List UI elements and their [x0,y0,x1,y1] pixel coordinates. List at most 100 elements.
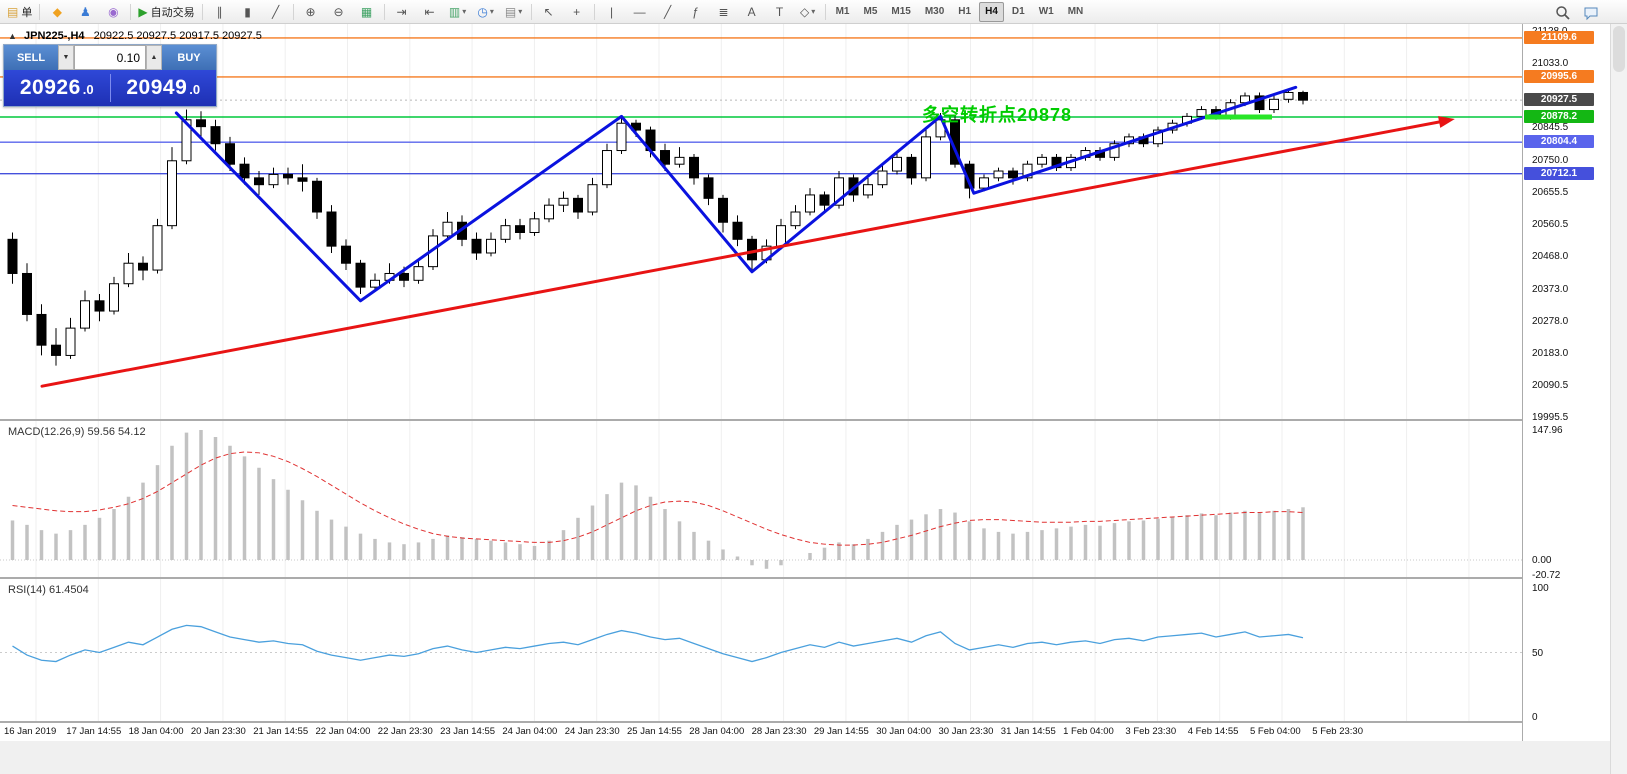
toolbar-separator [39,3,41,20]
chat-button[interactable] [1578,2,1604,24]
shapes-button[interactable]: ◇ ▾ [795,1,821,23]
toolbar-separator [824,3,826,20]
time-label: 5 Feb 04:00 [1250,726,1301,737]
timeframe-button-d1[interactable]: D1 [1011,6,1025,17]
buy-button[interactable]: BUY [162,45,216,70]
autotrade-button[interactable]: ▶ 自动交易 [135,1,197,23]
zoom-out-button[interactable]: ⊖ [326,1,352,23]
price-chart-canvas[interactable] [0,24,1522,419]
scrollbar-thumb[interactable] [1613,26,1625,72]
community-icon: ♟ [79,4,91,19]
crosshair-icon: + [573,4,581,19]
timeframe-button-mn[interactable]: MN [1067,6,1084,17]
chart-annotation-text[interactable]: 多空转折点20878 [922,105,1073,125]
price-axis[interactable]: 21128.021033.020845.520750.020655.520560… [1522,24,1610,741]
timeframe-button-h4[interactable]: H4 [979,1,1004,22]
autotrade-button-label: 自动交易 [150,6,195,19]
buy-price-main: 20949 [126,76,188,99]
toolbar-right [1549,2,1605,24]
period-button[interactable]: ◷ ▾ [473,1,499,23]
price-tag: 20995.6 [1524,69,1594,83]
candlestick-chart-button[interactable]: ▮ [235,1,261,23]
time-label: 4 Feb 14:55 [1187,726,1239,737]
new-order-icon: ▤ [7,4,19,19]
volume-decrease-button[interactable]: ▼ [58,45,74,70]
price-tag: 20712.1 [1524,166,1594,180]
help-center-button[interactable]: ◉ [100,1,126,23]
bar-chart-icon: ∥ [216,4,223,19]
search-button[interactable] [1550,2,1576,24]
trendline-button[interactable]: ╱ [655,1,681,23]
new-order-button[interactable]: ▤ 单 [4,1,35,23]
timeframe-button-h1[interactable]: H1 [958,6,972,17]
line-chart-button[interactable]: ╱ [263,1,289,23]
market-watch-button[interactable]: ◆ [44,1,70,23]
window-bottom [0,741,1610,774]
tile-windows-button[interactable]: ▦ [354,1,380,23]
price-tick: 21033.0 [1532,58,1569,70]
chart-shift-icon: ⇤ [424,4,435,19]
zoom-in-icon: ⊕ [305,4,316,19]
buy-price[interactable]: 20949 .0 [111,76,217,100]
chart-header: ▲ JPN225-,H4 20922.5 20927.5 20917.5 209… [8,30,262,42]
volume-input[interactable] [74,45,146,70]
auto-scroll-button[interactable]: ⇥ [389,1,415,23]
price-tag: 20927.5 [1524,93,1594,107]
macd-axis-label: 0.00 [1532,555,1552,566]
zoom-out-icon: ⊖ [333,4,344,19]
toolbar-separator [383,3,385,20]
indicators-button[interactable]: ▤ ▾ [501,1,527,23]
sell-button[interactable]: SELL [4,45,58,70]
timeframe-button-m5[interactable]: M5 [863,6,878,17]
volume-increase-button[interactable]: ▲ [146,45,162,70]
toolbar-separator [201,3,203,20]
new-order-button-label: 单 [21,6,33,19]
new-chart-button[interactable]: ▥ ▾ [445,1,471,23]
macd-axis-label: 147.96 [1532,425,1563,436]
time-axis[interactable]: 16 Jan 2019 17 Jan 14:55 18 Jan 04:00 20 Ja… [0,723,1610,741]
timeframe-button-m1[interactable]: M1 [835,6,850,17]
macd-axis-label: -20.72 [1532,570,1561,581]
search-icon [1556,6,1570,20]
chart-shift-button[interactable]: ⇤ [417,1,443,23]
label-icon: T [775,4,784,19]
macd-panel-canvas[interactable] [0,421,1522,577]
timeframe-button-m15[interactable]: M15 [891,6,911,17]
one-click-panel-toggle[interactable]: ▲ [8,31,17,41]
price-tick: 20845.5 [1532,122,1569,134]
timeframe-button-m30[interactable]: M30 [924,6,945,17]
price-tick: 20090.5 [1532,379,1569,391]
label-button[interactable]: T [767,1,793,23]
shapes-icon: ◇ [799,4,810,19]
time-label: 16 Jan 2019 [4,726,57,737]
timeframe-button-w1[interactable]: W1 [1038,6,1054,17]
horizontal-line-button[interactable]: — [627,1,653,23]
crosshair-button[interactable]: + [564,1,590,23]
fibonacci-button[interactable]: ƒ [683,1,709,23]
rsi-axis-label: 50 [1532,647,1544,659]
price-tick: 20183.0 [1532,348,1569,360]
panel-separator[interactable] [0,419,1610,421]
text-button[interactable]: A [739,1,765,23]
chevron-down-icon: ▾ [518,7,523,16]
zoom-in-button[interactable]: ⊕ [298,1,324,23]
price-tag: 20878.2 [1524,110,1594,123]
bar-chart-button[interactable]: ∥ [207,1,233,23]
sell-price[interactable]: 20926 .0 [4,76,110,100]
grid-button[interactable]: ≣ [711,1,737,23]
rsi-panel-canvas[interactable] [0,579,1522,721]
cursor-button[interactable]: ↖ [536,1,562,23]
time-label: 28 Jan 23:30 [751,726,807,737]
time-label: 1 Feb 04:00 [1063,726,1114,737]
one-click-trading-panel: SELL ▼ ▲ BUY 20926 .0 20949 .0 [3,44,217,107]
community-button[interactable]: ♟ [72,1,98,23]
panel-separator[interactable] [0,577,1610,579]
vertical-scrollbar[interactable] [1610,24,1627,774]
period-icon: ◷ [477,4,488,19]
price-divider [109,74,111,102]
chevron-down-icon: ▾ [489,7,494,16]
vertical-line-button[interactable]: | [599,1,625,23]
time-label: 22 Jan 23:30 [377,726,433,737]
indicators-icon: ▤ [504,4,517,19]
time-label: 17 Jan 14:55 [66,726,122,737]
